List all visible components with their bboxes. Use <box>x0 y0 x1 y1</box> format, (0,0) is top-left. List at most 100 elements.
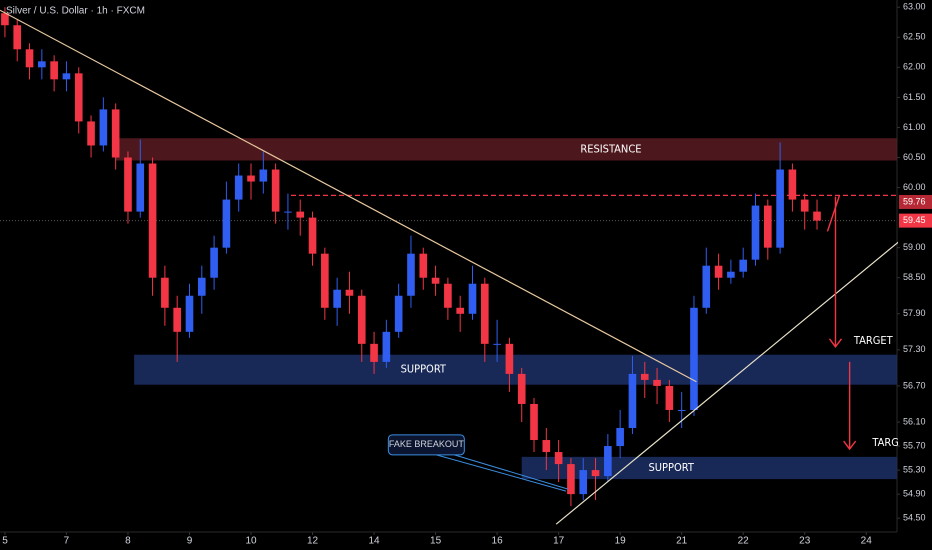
y-tick-label: 62.50 <box>903 32 926 42</box>
candle-body <box>321 253 329 308</box>
candle-body <box>493 343 501 345</box>
x-tick-label: 16 <box>492 536 504 547</box>
x-tick-label: 19 <box>615 536 627 547</box>
candle-body <box>370 343 378 362</box>
candle-body <box>210 247 218 278</box>
candle-body <box>776 169 784 248</box>
x-tick-label: 14 <box>368 536 380 547</box>
candle-body <box>111 109 120 158</box>
candle-body <box>136 163 145 212</box>
candle-body <box>567 464 575 495</box>
candle-body <box>800 199 809 212</box>
candle-body <box>665 385 674 410</box>
candle-body <box>751 205 760 260</box>
candle-body <box>505 343 514 374</box>
y-tick-label: 58.50 <box>903 272 926 282</box>
candle-body <box>161 277 169 308</box>
candle-body <box>382 331 391 362</box>
zone <box>115 138 898 161</box>
price-tag <box>899 213 932 228</box>
candle-body <box>13 25 22 50</box>
candle-body <box>247 175 255 182</box>
candle-body <box>284 211 292 213</box>
target-label: TARGET <box>853 334 894 347</box>
y-tick-label: 55.70 <box>903 440 926 450</box>
price-tag-label: 59.45 <box>903 215 926 225</box>
x-tick-label: 17 <box>553 536 565 547</box>
candle-body <box>517 373 526 404</box>
candle-body <box>702 265 711 308</box>
x-tick-label: 23 <box>799 536 811 547</box>
candle-body <box>333 289 341 308</box>
candle-body <box>419 253 428 278</box>
x-tick-label: 8 <box>125 536 131 547</box>
y-tick-label: 56.70 <box>903 380 926 390</box>
candle-body <box>763 205 772 248</box>
callout-pointer <box>454 454 569 490</box>
price-tag <box>899 194 932 209</box>
y-tick-label: 54.90 <box>903 489 926 499</box>
candle-body <box>653 379 661 386</box>
candle-body <box>197 277 206 296</box>
y-tick-label: 54.50 <box>903 513 926 523</box>
candle-body <box>591 470 600 477</box>
candle-body <box>271 169 280 212</box>
y-tick-label: 61.00 <box>903 122 926 132</box>
candle-body <box>628 373 637 429</box>
candle-body <box>431 277 440 284</box>
x-tick-label: 9 <box>187 536 193 547</box>
price-tag-label: 59.76 <box>903 196 926 206</box>
candle-body <box>148 163 157 278</box>
candle-body <box>1 13 9 26</box>
candle-body <box>357 295 366 344</box>
candle-body <box>99 109 108 146</box>
candle-body <box>62 73 71 80</box>
callout-box <box>387 434 465 456</box>
y-tick-label: 61.50 <box>903 92 926 102</box>
candle-body <box>604 446 612 477</box>
candle-body <box>185 295 194 332</box>
candle-body <box>714 265 723 278</box>
candle-body <box>813 211 821 221</box>
y-tick-label: 60.50 <box>903 152 926 162</box>
y-tick-label: 57.90 <box>903 308 926 318</box>
candle-body <box>444 283 452 308</box>
candle-body <box>50 61 58 80</box>
arrow-head <box>843 440 857 451</box>
zone-label: SUPPORT <box>649 461 695 474</box>
zone <box>521 456 897 480</box>
candle-body <box>296 211 305 218</box>
x-tick-label: 5 <box>2 536 8 547</box>
y-tick-label: 57.30 <box>903 344 926 354</box>
arrow-head <box>828 338 843 349</box>
callout-label: FAKE BREAKOUT <box>389 439 465 449</box>
callout-pointer <box>436 454 567 492</box>
candle-body <box>308 217 317 254</box>
candle-body <box>173 307 181 332</box>
y-tick-label: 62.00 <box>903 62 926 72</box>
candle-body <box>727 271 735 278</box>
candle-body <box>579 470 588 495</box>
y-tick-label: 56.10 <box>903 416 926 426</box>
arrow-connector <box>826 195 841 232</box>
x-tick-label: 12 <box>307 536 319 547</box>
x-tick-label: 22 <box>738 536 750 547</box>
candle-body <box>394 295 403 332</box>
candle-body <box>690 307 698 410</box>
candle-body <box>640 373 649 380</box>
candle-body <box>74 73 83 122</box>
candle-body <box>788 169 797 200</box>
candle-body <box>345 289 354 296</box>
candle-body <box>677 409 686 411</box>
candle-body <box>530 403 538 441</box>
candle-body <box>542 440 551 453</box>
x-tick-label: 7 <box>64 536 70 547</box>
y-tick-label: 60.00 <box>903 182 926 192</box>
chart-title: Silver / U.S. Dollar · 1h · FXCM <box>6 6 145 17</box>
candle-body <box>407 253 415 296</box>
x-tick-label: 10 <box>245 536 257 547</box>
y-tick-label: 63.00 <box>903 2 926 12</box>
trendline <box>555 241 900 525</box>
candle-body <box>124 157 132 212</box>
